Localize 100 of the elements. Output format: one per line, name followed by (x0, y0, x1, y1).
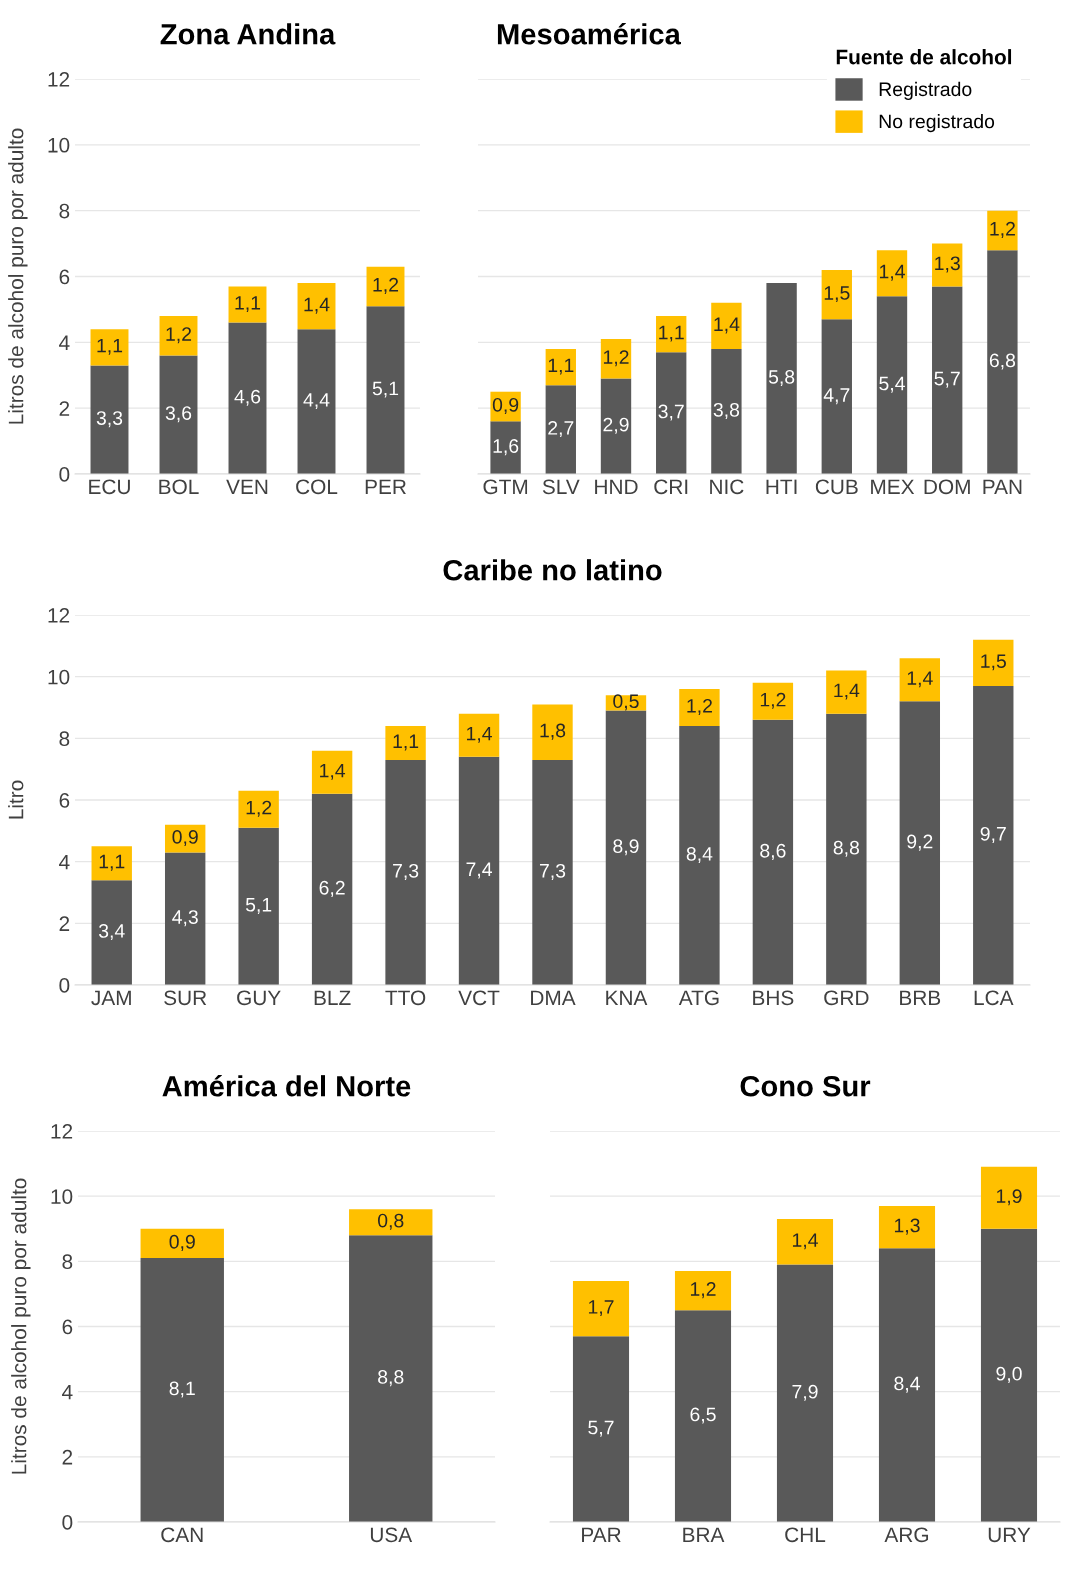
data-label: 6,5 (690, 1407, 716, 1424)
bar (297, 329, 336, 474)
bar (980, 1166, 1038, 1229)
data-label: 7,3 (539, 863, 566, 880)
data-label: 1,2 (760, 692, 786, 709)
data-label: 8,1 (169, 1381, 195, 1398)
data-label: 1,1 (235, 296, 261, 312)
data-label: 1,2 (990, 221, 1015, 238)
y-tick-label: 12 (48, 608, 70, 623)
x-tick-label: CAN (161, 1527, 203, 1543)
bar (532, 759, 573, 985)
bar (600, 339, 632, 379)
data-label: 2,7 (548, 421, 574, 438)
data-label: 5,8 (768, 369, 795, 387)
x-tick-label: NIC (710, 479, 744, 495)
x-tick-label: PER (365, 479, 406, 494)
bar (973, 685, 1014, 985)
x-tick-label: BRB (900, 990, 941, 1005)
y-tick-label: 8 (59, 731, 70, 747)
x-tick-label: SLV (542, 479, 580, 495)
bar (385, 726, 426, 760)
bar (238, 827, 279, 985)
x-tick-label: CHL (785, 1527, 826, 1543)
data-label: 1,4 (714, 317, 740, 334)
x-tick-label: JAM (91, 990, 131, 1006)
y-tick-label: 2 (59, 401, 70, 416)
data-label: 1,4 (879, 264, 905, 281)
x-tick-label: PAR (582, 1527, 621, 1542)
x-tick-label: SUR (164, 990, 207, 1006)
x-tick-label: CRI (654, 479, 688, 495)
y-axis-title: Litro (8, 780, 24, 819)
data-label: 3,8 (713, 402, 740, 419)
y-tick-label: 12 (51, 1124, 73, 1139)
data-label: 1,1 (99, 854, 125, 871)
data-label: 3,7 (658, 404, 684, 421)
bar (973, 639, 1014, 686)
bar (545, 385, 576, 474)
data-label: 1,4 (907, 671, 933, 688)
bar (91, 846, 132, 881)
data-label: 7,4 (466, 862, 492, 879)
data-label: 1,2 (687, 698, 712, 716)
bar (711, 302, 742, 349)
data-label: 5,1 (372, 381, 399, 398)
bar (600, 378, 632, 474)
chart-title: Zona Andina (160, 23, 336, 45)
y-tick-label: 4 (62, 1384, 73, 1400)
bar (385, 759, 426, 985)
x-tick-label: VCT (458, 990, 500, 1006)
bar (605, 710, 647, 985)
bar (878, 1205, 936, 1249)
y-tick-label: 6 (59, 793, 70, 808)
chart-title: América del Norte (162, 1074, 411, 1097)
data-label: 1,8 (540, 723, 566, 740)
data-label: 4,4 (303, 393, 330, 410)
x-tick-label: BHS (753, 990, 794, 1006)
bar (532, 704, 573, 760)
bar (366, 266, 405, 307)
data-label: 1,4 (304, 297, 330, 314)
y-tick-label: 6 (59, 269, 70, 285)
data-label: 1,6 (493, 439, 519, 456)
x-tick-label: GRD (824, 990, 869, 1006)
x-tick-label: URY (988, 1527, 1031, 1543)
legend-label: Registrado (879, 81, 972, 100)
bar (826, 713, 867, 985)
data-label: 9,7 (980, 826, 1006, 843)
data-label: 7,3 (393, 863, 419, 880)
x-tick-label: MEX (871, 479, 915, 494)
chart-title: Mesoamérica (497, 22, 681, 45)
y-tick-label: 8 (59, 203, 70, 219)
data-label: 1,4 (320, 763, 346, 780)
data-label: 2,9 (603, 417, 629, 434)
bar (311, 750, 353, 794)
bar (545, 348, 576, 386)
data-label: 1,9 (996, 1189, 1022, 1206)
bar (679, 726, 720, 985)
data-label: 5,7 (588, 1420, 614, 1437)
data-label: 8,8 (378, 1370, 404, 1387)
bar (366, 306, 405, 474)
x-tick-label: ATG (678, 990, 719, 1006)
data-label: 0,9 (492, 397, 519, 415)
x-tick-label: VEN (226, 479, 268, 494)
x-tick-label: BRA (683, 1527, 725, 1542)
bar (349, 1235, 433, 1522)
bar (311, 793, 353, 985)
bar (711, 348, 742, 474)
data-label: 1,2 (603, 350, 629, 367)
data-label: 1,1 (393, 734, 419, 751)
bar (297, 283, 336, 330)
bar (674, 1271, 732, 1311)
bar (159, 355, 198, 474)
bar (776, 1264, 834, 1522)
bar (826, 670, 867, 714)
x-tick-label: HND (595, 479, 638, 494)
bar (91, 880, 132, 985)
bar (752, 719, 794, 985)
bar (679, 689, 720, 726)
bar (349, 1209, 433, 1236)
bar (766, 283, 797, 474)
data-label: 1,1 (97, 338, 123, 355)
data-label: 1,1 (659, 325, 684, 342)
